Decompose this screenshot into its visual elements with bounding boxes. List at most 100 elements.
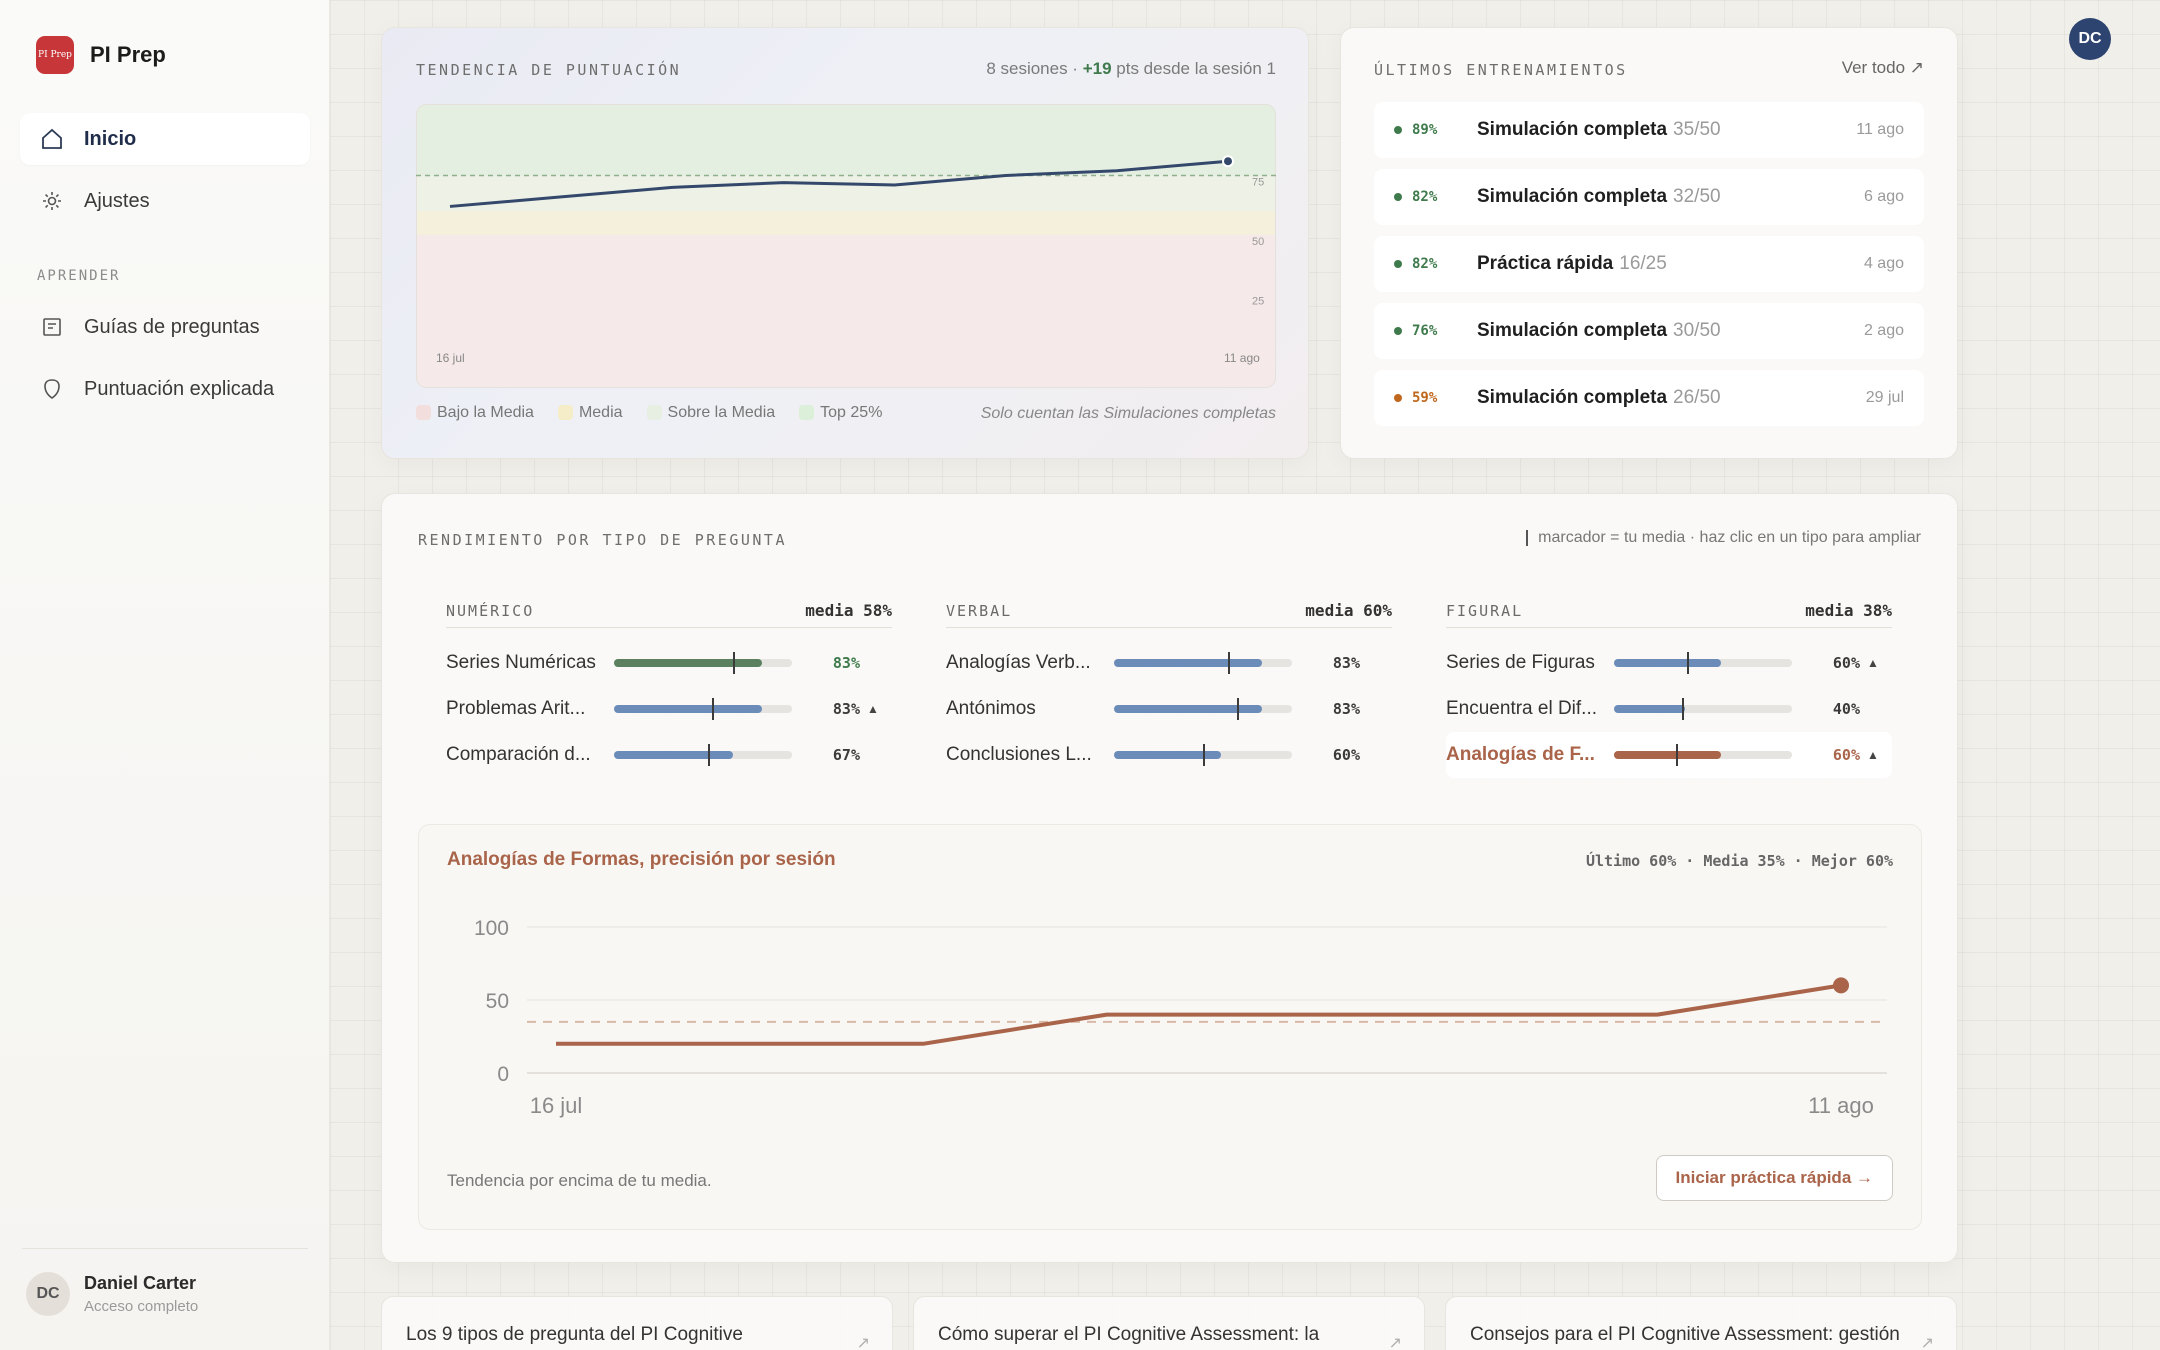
document-icon bbox=[43, 318, 61, 336]
score-bar-fill bbox=[1614, 659, 1721, 667]
sidebar-item-guias[interactable]: Guías de preguntas bbox=[20, 301, 310, 353]
header-avatar[interactable]: DC bbox=[2069, 18, 2111, 60]
performance-card: RENDIMIENTO POR TIPO DE PREGUNTA marcado… bbox=[381, 493, 1958, 1263]
training-date: 4 ago bbox=[1863, 255, 1904, 272]
avatar: DC bbox=[26, 1272, 70, 1316]
detail-title: Analogías de Formas, precisión por sesió… bbox=[447, 849, 836, 870]
trend-up-icon: ▲ bbox=[1867, 748, 1879, 762]
question-type-percent: 83% bbox=[1332, 654, 1360, 672]
article-card[interactable]: Consejos para el PI Cognitive Assessment… bbox=[1445, 1296, 1957, 1350]
average-marker bbox=[1676, 744, 1679, 766]
question-type-row[interactable]: Series de Figuras 60% ▲ bbox=[1446, 640, 1892, 686]
trend-meta-delta: +19 bbox=[1082, 59, 1112, 78]
score-bar bbox=[614, 744, 792, 766]
score-bar bbox=[1614, 744, 1792, 766]
training-score: 30/50 bbox=[1673, 320, 1721, 341]
sidebar: PI Prep PI Prep Inicio Ajustes APRENDER … bbox=[0, 0, 330, 1350]
sidebar-item-label: Ajustes bbox=[84, 189, 150, 212]
question-type-row[interactable]: Analogías de F... 60% ▲ bbox=[1446, 732, 1892, 778]
status-dot bbox=[1394, 394, 1402, 402]
app-logo: PI Prep bbox=[36, 36, 74, 74]
status-dot bbox=[1394, 126, 1402, 134]
legend-item: Sobre la Media bbox=[646, 404, 775, 422]
data-point bbox=[1833, 977, 1849, 994]
trend-title: TENDENCIA DE PUNTUACIÓN bbox=[416, 61, 682, 79]
question-type-label: Comparación d... bbox=[446, 744, 591, 765]
trend-card: TENDENCIA DE PUNTUACIÓN 8 sesiones · +19… bbox=[381, 27, 1309, 459]
training-date: 2 ago bbox=[1863, 322, 1904, 339]
series-line bbox=[449, 159, 1229, 208]
training-name: Simulación completa bbox=[1477, 186, 1668, 207]
y-tick-label: 0 bbox=[497, 1063, 509, 1086]
series-line bbox=[556, 983, 1842, 1046]
y-tick-label: 100 bbox=[474, 917, 509, 940]
training-percent: 82% bbox=[1412, 189, 1438, 205]
marker-icon bbox=[1526, 529, 1529, 546]
question-type-row[interactable]: Problemas Arit... 83% ▲ bbox=[446, 686, 892, 732]
trend-meta: 8 sesiones · +19 pts desde la sesión 1 bbox=[986, 59, 1276, 79]
training-name: Simulación completa bbox=[1477, 387, 1668, 408]
question-type-label: Series de Figuras bbox=[1446, 652, 1595, 673]
app-name: PI Prep bbox=[90, 42, 166, 67]
user-profile[interactable]: DC Daniel Carter Acceso completo bbox=[26, 1272, 198, 1316]
sidebar-item-label: Puntuación explicada bbox=[84, 377, 275, 400]
score-bar bbox=[1614, 698, 1792, 720]
tick-label: 25 bbox=[1252, 296, 1264, 308]
column-average: media 58% bbox=[805, 601, 892, 620]
legend-item: Media bbox=[557, 404, 623, 422]
sidebar-item-puntuacion[interactable]: Puntuación explicada bbox=[20, 363, 310, 415]
sidebar-item-inicio[interactable]: Inicio bbox=[20, 113, 310, 165]
x-end-label: 11 ago bbox=[1224, 351, 1260, 365]
column-name: VERBAL bbox=[946, 601, 1013, 620]
question-type-row[interactable]: Series Numéricas 83% bbox=[446, 640, 892, 686]
score-bar-fill bbox=[614, 659, 762, 667]
view-all-link[interactable]: Ver todo ↗ bbox=[1841, 58, 1924, 77]
trend-meta-suffix: pts desde la sesión 1 bbox=[1111, 59, 1276, 78]
sidebar-item-ajustes[interactable]: Ajustes bbox=[20, 175, 310, 227]
score-bar-fill bbox=[614, 705, 762, 713]
training-row[interactable]: 59% Simulación completa 26/50 29 jul bbox=[1374, 370, 1924, 426]
article-card[interactable]: Cómo superar el PI Cognitive Assessment:… bbox=[913, 1296, 1425, 1350]
average-marker bbox=[708, 744, 711, 766]
question-type-row[interactable]: Analogías Verb... 83% bbox=[946, 640, 1392, 686]
detail-footer: Tendencia por encima de tu media. bbox=[447, 1171, 712, 1190]
average-marker bbox=[1227, 652, 1230, 674]
training-row[interactable]: 82% Simulación completa 32/50 6 ago bbox=[1374, 169, 1924, 225]
question-type-row[interactable]: Encuentra el Dif... 40% bbox=[1446, 686, 1892, 732]
average-marker bbox=[1681, 698, 1684, 720]
tick-label: 75 bbox=[1252, 177, 1264, 189]
training-row[interactable]: 89% Simulación completa 35/50 11 ago bbox=[1374, 102, 1924, 158]
score-bar bbox=[1114, 698, 1292, 720]
trend-legend: Bajo la Media Media Sobre la Media Top 2… bbox=[416, 404, 882, 422]
sidebar-item-label: Guías de preguntas bbox=[84, 315, 260, 338]
y-tick-label: 50 bbox=[486, 990, 509, 1013]
training-row[interactable]: 82% Práctica rápida 16/25 4 ago bbox=[1374, 236, 1924, 292]
training-row[interactable]: 76% Simulación completa 30/50 2 ago bbox=[1374, 303, 1924, 359]
band-average bbox=[416, 211, 1276, 235]
score-bar-fill bbox=[1114, 751, 1221, 759]
detail-chart: 100 50 0 16 jul 11 ago bbox=[474, 917, 1887, 1118]
question-type-row[interactable]: Comparación d... 67% bbox=[446, 732, 892, 778]
shield-icon bbox=[44, 379, 60, 399]
question-type-percent: 83% bbox=[1332, 700, 1360, 718]
legend-swatch bbox=[646, 405, 662, 421]
tick-label: 50 bbox=[1252, 236, 1264, 248]
average-marker bbox=[1686, 652, 1689, 674]
score-bar-fill bbox=[1614, 751, 1721, 759]
training-date: 6 ago bbox=[1863, 188, 1904, 205]
column-name: NUMÉRICO bbox=[446, 601, 535, 620]
score-bar-fill bbox=[1614, 705, 1686, 713]
training-score: 26/50 bbox=[1673, 387, 1721, 408]
question-type-row[interactable]: Antónimos 83% bbox=[946, 686, 1392, 732]
trend-note: Solo cuentan las Simulaciones completas bbox=[980, 405, 1276, 422]
legend-item: Top 25% bbox=[799, 404, 882, 422]
band-top bbox=[416, 104, 1276, 176]
question-type-label: Problemas Arit... bbox=[446, 698, 586, 719]
article-card[interactable]: Los 9 tipos de pregunta del PI Cognitive… bbox=[381, 1296, 893, 1350]
question-type-row[interactable]: Conclusiones L... 60% bbox=[946, 732, 1392, 778]
arrow-up-right-icon: ↗ bbox=[1920, 1335, 1934, 1350]
question-type-label: Series Numéricas bbox=[446, 652, 596, 673]
brand[interactable]: PI Prep PI Prep bbox=[36, 36, 166, 74]
performance-hint: marcador = tu media · haz clic en un tip… bbox=[1526, 529, 1921, 547]
start-quick-practice-button[interactable]: Iniciar práctica rápida → bbox=[1655, 1155, 1893, 1201]
